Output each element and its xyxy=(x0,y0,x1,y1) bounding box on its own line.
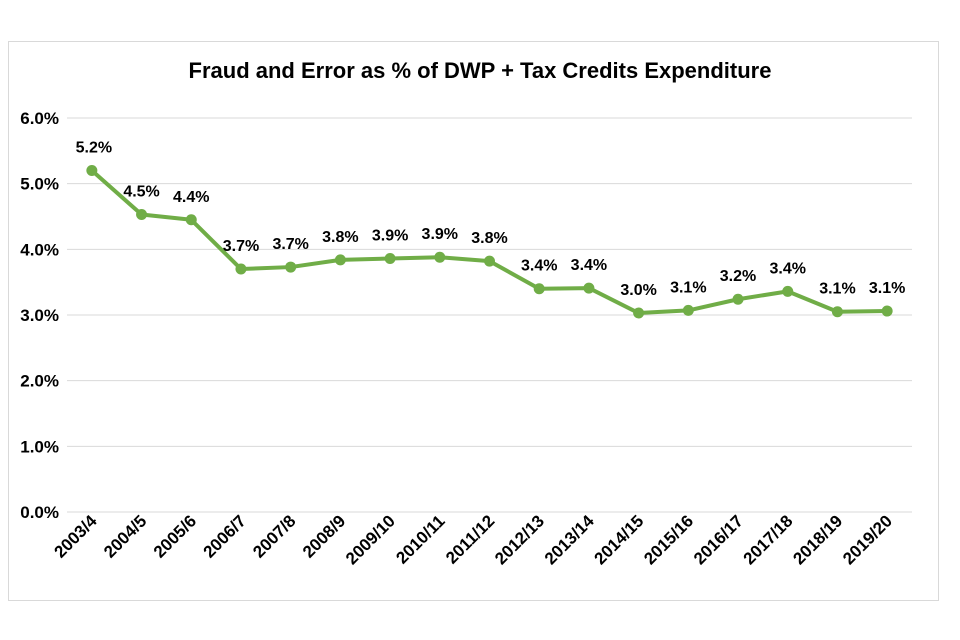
data-point xyxy=(633,307,645,319)
chart-frame xyxy=(8,41,939,601)
x-tick-label: 2006/7 xyxy=(200,511,250,561)
data-point xyxy=(533,283,545,295)
data-label: 3.1% xyxy=(869,280,905,297)
data-point xyxy=(384,253,396,265)
y-tick-label: 3.0% xyxy=(20,306,59,325)
data-point xyxy=(185,214,197,226)
x-tick-label: 2018/19 xyxy=(789,511,846,568)
data-point xyxy=(583,282,595,294)
data-label: 4.5% xyxy=(123,184,159,201)
data-label: 3.2% xyxy=(720,268,756,285)
data-point xyxy=(334,254,346,266)
data-label: 3.4% xyxy=(521,258,557,275)
x-tick-label: 2016/17 xyxy=(690,511,747,568)
data-point xyxy=(235,263,247,275)
data-label: 3.7% xyxy=(223,238,259,255)
data-point xyxy=(285,261,297,273)
data-point xyxy=(782,285,794,297)
x-tick-label: 2010/11 xyxy=(392,511,448,567)
y-tick-label: 4.0% xyxy=(20,240,59,259)
data-label: 4.4% xyxy=(173,189,209,206)
y-tick-label: 1.0% xyxy=(20,437,59,456)
data-label: 3.8% xyxy=(471,230,507,247)
data-point xyxy=(732,293,744,305)
data-point xyxy=(434,251,446,263)
x-tick-label: 2009/10 xyxy=(342,511,399,568)
data-label: 3.1% xyxy=(670,279,706,296)
x-tick-label: 2004/5 xyxy=(100,511,150,561)
x-tick-label: 2012/13 xyxy=(491,511,548,568)
data-point xyxy=(831,306,843,318)
data-point xyxy=(881,305,893,317)
y-tick-label: 6.0% xyxy=(20,109,59,128)
data-label: 3.9% xyxy=(372,228,408,245)
x-tick-label: 2015/16 xyxy=(640,511,697,568)
y-tick-label: 0.0% xyxy=(20,503,59,522)
x-tick-label: 2007/8 xyxy=(249,511,299,561)
x-tick-label: 2017/18 xyxy=(740,511,797,568)
data-label: 3.9% xyxy=(422,226,458,243)
data-label: 3.4% xyxy=(770,260,806,277)
y-tick-label: 5.0% xyxy=(20,175,59,194)
data-label: 3.8% xyxy=(322,229,358,246)
x-tick-label: 2019/20 xyxy=(839,511,896,568)
data-label: 3.0% xyxy=(620,282,656,299)
data-point xyxy=(136,209,148,221)
data-point xyxy=(86,165,98,177)
data-label: 3.1% xyxy=(819,281,855,298)
y-tick-label: 2.0% xyxy=(20,372,59,391)
x-tick-label: 2011/12 xyxy=(442,511,498,567)
chart-title: Fraud and Error as % of DWP + Tax Credit… xyxy=(188,58,772,83)
x-tick-label: 2014/15 xyxy=(591,511,648,568)
x-tick-label: 2013/14 xyxy=(541,511,598,568)
x-tick-label: 2005/6 xyxy=(150,511,200,561)
data-point xyxy=(484,255,495,267)
data-label: 3.4% xyxy=(571,257,607,274)
data-label: 5.2% xyxy=(76,140,112,157)
data-label: 3.7% xyxy=(272,236,308,253)
data-point xyxy=(682,304,694,316)
